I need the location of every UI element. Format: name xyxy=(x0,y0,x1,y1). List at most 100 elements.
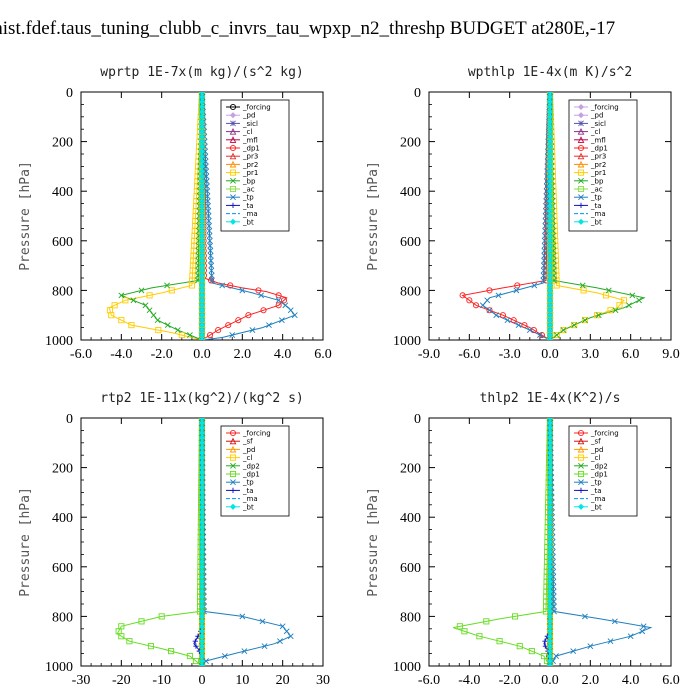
legend-entry: _bt xyxy=(242,503,254,511)
panel-title: thlp2 1E-4x(K^2)/s xyxy=(480,391,621,406)
series-marker-dp1 xyxy=(461,628,468,635)
series-marker-pr1 xyxy=(122,297,129,304)
series-marker-bp xyxy=(195,262,202,269)
legend-marker xyxy=(229,160,237,168)
y-tick-label: 800 xyxy=(52,610,73,625)
series-marker-dp1 xyxy=(118,633,125,640)
series-marker-dp1 xyxy=(528,648,535,655)
series-marker-tp xyxy=(209,277,215,284)
series-marker-tp xyxy=(550,573,557,580)
x-tick-label: 9.0 xyxy=(662,347,680,362)
series-marker-pr1 xyxy=(594,312,601,319)
y-tick-label: 600 xyxy=(52,235,73,250)
series-marker-tp xyxy=(495,292,502,299)
legend-marker xyxy=(229,218,237,225)
series-marker-tp xyxy=(542,213,549,219)
legend-entry: _ta xyxy=(590,487,602,495)
legend-entry: _forcing xyxy=(590,430,619,438)
y-tick-label: 0 xyxy=(414,86,421,101)
chart-panel-4: thlp2 1E-4x(K^2)/s Pressure [hPa] -6.0 -4.0… xyxy=(366,391,680,688)
legend-entry: _ta xyxy=(242,487,254,495)
series-marker-bp xyxy=(150,312,157,319)
series-marker-tp xyxy=(639,628,646,635)
legend-entry: _ma xyxy=(590,495,606,503)
series-marker-tp xyxy=(547,92,553,95)
legend-entry: _ma xyxy=(590,210,606,218)
series-marker-tp xyxy=(275,297,282,304)
legend-entry: _ac xyxy=(242,186,255,194)
x-tick-label: -4.0 xyxy=(110,347,132,362)
series-marker-tp xyxy=(221,653,228,659)
series-marker-tp xyxy=(279,623,286,630)
y-tick-label: 800 xyxy=(52,284,73,299)
series-line-dp1 xyxy=(461,92,551,340)
series-marker-tp xyxy=(540,267,547,274)
legend-entry: _bp xyxy=(242,177,256,185)
series-marker-dp1 xyxy=(496,638,503,645)
y-tick-label: 600 xyxy=(400,235,421,250)
x-tick-label: 10 xyxy=(235,673,249,688)
series-marker-dp1 xyxy=(235,317,242,324)
series-marker-tp xyxy=(550,563,557,570)
y-tick-label: 200 xyxy=(52,462,73,477)
series-marker-tp xyxy=(249,327,256,333)
series-marker-tp xyxy=(640,623,647,630)
series-marker-tp xyxy=(543,188,550,195)
series-marker-tp xyxy=(203,178,210,185)
series-marker-tp xyxy=(540,277,547,284)
x-tick-label: 3.0 xyxy=(582,347,600,362)
series-marker-dp1 xyxy=(521,322,528,329)
series-marker-tp xyxy=(553,653,559,659)
series-marker-bt xyxy=(198,336,206,340)
series-marker-tp xyxy=(202,158,209,165)
legend-entry: _pr2 xyxy=(590,161,606,169)
series-marker-tp xyxy=(582,613,588,620)
legend-marker xyxy=(229,429,237,437)
legend-box xyxy=(220,99,290,232)
legend-entry: _pr3 xyxy=(242,153,258,161)
legend-marker xyxy=(230,120,236,127)
legend-entry: _cl xyxy=(590,128,600,136)
series-marker-dp1 xyxy=(138,618,145,625)
legend-marker xyxy=(578,177,584,184)
series-marker-bp xyxy=(550,262,557,269)
chart-panel-3: rtp2 1E-11x(kg^2)/(kg^2 s) Pressure [hPa]… xyxy=(18,391,330,688)
series-marker-dp1 xyxy=(473,302,480,309)
y-tick-label: 0 xyxy=(66,412,73,427)
legend-entry: _mfl xyxy=(242,136,258,144)
series-group xyxy=(106,92,298,340)
series-marker-tp xyxy=(536,332,543,338)
series-marker-tp xyxy=(542,223,549,229)
legend-entry: _cl xyxy=(590,454,600,462)
legend-marker xyxy=(577,429,585,437)
series-marker-tp xyxy=(570,648,577,655)
y-axis-label: Pressure [hPa] xyxy=(18,487,33,597)
series-marker-bp xyxy=(154,317,161,324)
legend-marker xyxy=(230,177,236,184)
series-marker-tp xyxy=(526,327,533,333)
x-tick-label: 4.0 xyxy=(274,347,292,362)
y-tick-label: 800 xyxy=(400,610,421,625)
y-tick-label: 800 xyxy=(400,284,421,299)
legend-marker xyxy=(229,454,237,461)
series-marker-tp xyxy=(486,307,493,314)
series-marker-bp xyxy=(579,282,586,289)
legend-entry: _sicl xyxy=(590,120,606,128)
legend-entry: _dp2 xyxy=(242,462,260,470)
series-marker-dp1 xyxy=(260,307,267,314)
x-tick-label: 0 xyxy=(199,673,206,688)
y-tick-label: 400 xyxy=(52,511,73,526)
series-marker-tp xyxy=(541,257,547,264)
series-marker-dp1 xyxy=(516,643,523,650)
series-marker-dp1 xyxy=(483,618,490,625)
legend-entry: _bt xyxy=(242,218,254,226)
series-marker-dp1 xyxy=(486,287,493,294)
series-marker-dp1 xyxy=(168,648,175,655)
series-marker-tp xyxy=(202,153,209,160)
series-marker-tp xyxy=(207,252,214,259)
series-marker-bp xyxy=(550,237,557,244)
series-marker-bp xyxy=(164,282,170,289)
legend-marker xyxy=(577,470,585,478)
series-marker-bp xyxy=(582,317,588,324)
